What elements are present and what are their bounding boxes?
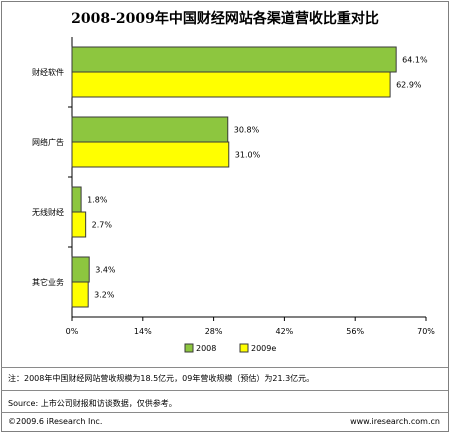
bar-2008 [71,116,229,143]
bar-2009e [71,211,87,238]
category-label: 其它业务 [32,277,64,287]
category-label: 财经软件 [32,67,64,77]
footer-divider [1,412,448,413]
data-label: 31.0% [235,151,261,160]
note-text: 注：2008年中国财经网站营收规模为18.5亿元，09年营收规模（预估）为21.… [8,374,315,383]
category-label: 无线财经 [32,207,64,217]
source-divider [1,390,448,391]
x-tick-label: 14% [134,327,152,336]
copyright-text: ©2009.6 iResearch Inc. [8,417,103,426]
bar-2009e [71,141,230,168]
x-tick-label: 28% [205,327,223,336]
x-tick-label: 56% [346,327,364,336]
bar-2009e [71,71,391,98]
website-text: www.iresearch.com.cn [350,417,440,426]
legend-label: 2008 [196,344,216,353]
data-label: 30.8% [234,126,260,135]
bar-2008 [71,46,397,73]
bar-2008 [71,186,82,213]
legend-label: 2009e [251,344,276,353]
x-tick-label: 42% [276,327,294,336]
chart-title: 2008-2009年中国财经网站各渠道营收比重对比 [71,11,379,27]
category-label: 网络广告 [32,137,64,147]
bar-2009e [71,281,89,308]
data-label: 1.8% [87,196,108,205]
x-tick-label: 0% [66,327,79,336]
data-label: 64.1% [402,56,428,65]
legend-swatch [184,343,194,353]
bar-2008 [71,256,90,283]
source-text: Source: 上市公司财报和访谈数据，仅供参考。 [8,399,177,408]
note-divider [1,367,448,368]
data-label: 2.7% [92,221,113,230]
data-label: 3.4% [95,266,116,275]
x-tick-label: 70% [417,327,435,336]
data-label: 3.2% [94,291,115,300]
legend-swatch [239,343,249,353]
data-label: 62.9% [396,81,422,90]
